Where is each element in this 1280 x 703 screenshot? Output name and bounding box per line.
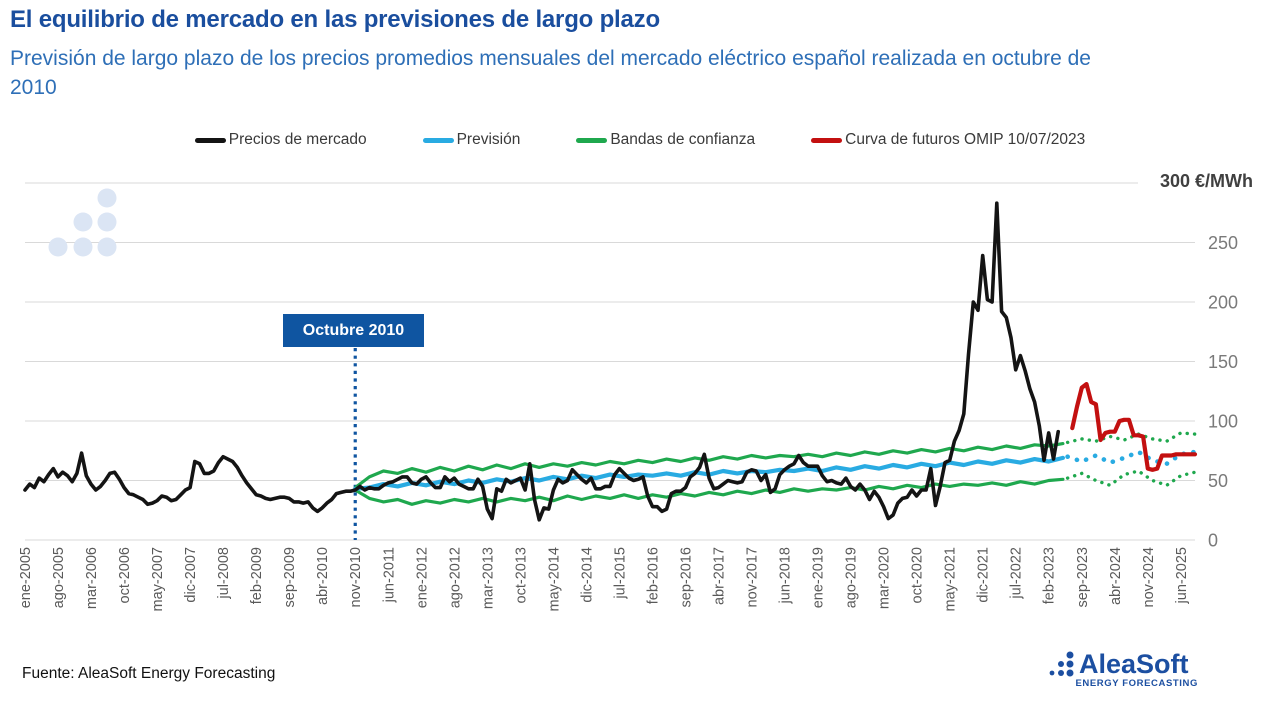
svg-text:sep-2009: sep-2009 xyxy=(282,547,298,607)
svg-text:nov-2010: nov-2010 xyxy=(348,547,364,607)
legend-label: Bandas de confianza xyxy=(610,131,756,148)
svg-text:100: 100 xyxy=(1208,412,1238,432)
svg-text:dic-2014: dic-2014 xyxy=(579,547,595,603)
svg-text:jun-2018: jun-2018 xyxy=(778,547,794,604)
svg-text:200: 200 xyxy=(1208,293,1238,313)
svg-text:mar-2006: mar-2006 xyxy=(84,547,100,609)
market-line-swatch xyxy=(194,137,226,143)
svg-text:ene-2005: ene-2005 xyxy=(18,547,34,608)
svg-text:oct-2006: oct-2006 xyxy=(117,547,133,603)
source-caption: Fuente: AleaSoft Energy Forecasting xyxy=(22,665,276,682)
svg-text:0: 0 xyxy=(1208,531,1218,551)
svg-text:jul-2022: jul-2022 xyxy=(1009,547,1025,600)
svg-text:jul-2008: jul-2008 xyxy=(216,547,232,600)
svg-text:may-2007: may-2007 xyxy=(150,547,166,611)
svg-text:sep-2023: sep-2023 xyxy=(1075,547,1091,607)
forecast-line-swatch xyxy=(422,137,454,143)
futures-line-swatch xyxy=(811,137,843,143)
svg-text:feb-2023: feb-2023 xyxy=(1042,547,1058,604)
svg-text:dic-2021: dic-2021 xyxy=(976,547,992,603)
svg-text:jun-2025: jun-2025 xyxy=(1174,547,1190,604)
svg-text:nov-2024: nov-2024 xyxy=(1141,547,1157,607)
svg-text:jul-2015: jul-2015 xyxy=(612,547,628,600)
svg-text:nov-2017: nov-2017 xyxy=(745,547,761,607)
svg-text:may-2014: may-2014 xyxy=(546,547,562,611)
legend-item-bands: Bandas de confianza xyxy=(576,131,755,149)
legend-label: Previsión xyxy=(456,131,521,148)
svg-text:ene-2012: ene-2012 xyxy=(414,547,430,608)
legend-item-forecast: Previsión xyxy=(422,131,521,149)
svg-text:ago-2019: ago-2019 xyxy=(844,547,860,608)
svg-text:dic-2007: dic-2007 xyxy=(183,547,199,603)
aleasoft-logo: AleaSoft ENERGY FORECASTING xyxy=(1048,650,1198,689)
svg-text:mar-2013: mar-2013 xyxy=(480,547,496,609)
svg-text:feb-2009: feb-2009 xyxy=(249,547,265,604)
forecast-date-annotation: Octubre 2010 xyxy=(283,314,424,347)
bands-line-swatch xyxy=(576,137,608,143)
svg-text:sep-2016: sep-2016 xyxy=(679,547,695,607)
aleasoft-logo-dots-icon xyxy=(1049,651,1074,677)
svg-text:ago-2012: ago-2012 xyxy=(447,547,463,608)
page-title: El equilibrio de mercado en las previsio… xyxy=(10,6,660,33)
legend-label: Curva de futuros OMIP 10/07/2023 xyxy=(845,131,1086,148)
svg-text:ene-2019: ene-2019 xyxy=(811,547,827,608)
chart-legend: Precios de mercado Previsión Bandas de c… xyxy=(0,131,1280,149)
svg-text:jun-2011: jun-2011 xyxy=(381,547,397,603)
svg-text:ago-2005: ago-2005 xyxy=(51,547,67,608)
legend-item-futures: Curva de futuros OMIP 10/07/2023 xyxy=(811,131,1085,149)
logo-tagline: ENERGY FORECASTING xyxy=(1075,678,1198,689)
svg-text:abr-2010: abr-2010 xyxy=(315,547,331,605)
svg-text:abr-2024: abr-2024 xyxy=(1108,547,1124,605)
svg-text:150: 150 xyxy=(1208,352,1238,372)
svg-text:feb-2016: feb-2016 xyxy=(646,547,662,604)
logo-name: AleaSoft xyxy=(1079,649,1189,679)
svg-text:oct-2020: oct-2020 xyxy=(910,547,926,603)
svg-text:abr-2017: abr-2017 xyxy=(712,547,728,605)
svg-text:oct-2013: oct-2013 xyxy=(513,547,529,603)
svg-text:250: 250 xyxy=(1208,233,1238,253)
legend-item-market: Precios de mercado xyxy=(194,131,367,149)
svg-text:may-2021: may-2021 xyxy=(943,547,959,611)
page-subtitle: Previsión de largo plazo de los precios … xyxy=(10,47,1091,99)
svg-text:50: 50 xyxy=(1208,471,1228,491)
legend-label: Precios de mercado xyxy=(228,131,367,148)
svg-text:mar-2020: mar-2020 xyxy=(877,547,893,609)
y-axis-unit-label: 300 €/MWh xyxy=(1153,171,1253,192)
